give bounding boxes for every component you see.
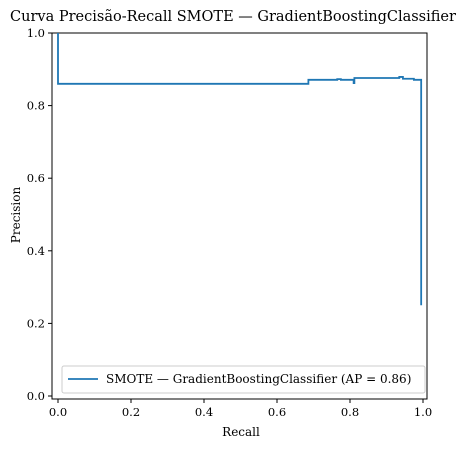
x-tick-label: 1.0 (414, 405, 432, 419)
x-tick-label: 0.4 (195, 405, 213, 419)
y-tick-label: 0.2 (27, 316, 45, 330)
plot-area: 0.0 0.2 0.4 0.6 0.8 1.0 0.0 0.2 0.4 0.6 0.8 1.0 (27, 26, 432, 419)
legend-box (61, 365, 426, 394)
y-tick-label: 0.0 (27, 389, 45, 403)
x-tick-label: 0.6 (268, 405, 286, 419)
y-tick-label: 0.4 (27, 244, 45, 258)
legend: SMOTE — GradientBoostingClassifier (AP =… (61, 365, 426, 394)
y-axis-label: Precision (9, 187, 23, 244)
x-tick-label: 0.2 (122, 405, 140, 419)
plot-frame (51, 32, 428, 400)
x-tick-label: 0.0 (49, 405, 67, 419)
y-tick-label: 0.6 (27, 171, 45, 185)
chart-title: Curva Precisão-Recall SMOTE — GradientBo… (10, 9, 456, 25)
x-tick-label: 0.8 (341, 405, 359, 419)
y-tick-label: 0.8 (27, 99, 45, 113)
x-axis-label: Recall (222, 425, 260, 439)
legend-entry-label: SMOTE — GradientBoostingClassifier (AP =… (106, 372, 411, 386)
pr-curve-series-0 (57, 33, 423, 306)
y-tick-label: 1.0 (27, 26, 45, 40)
